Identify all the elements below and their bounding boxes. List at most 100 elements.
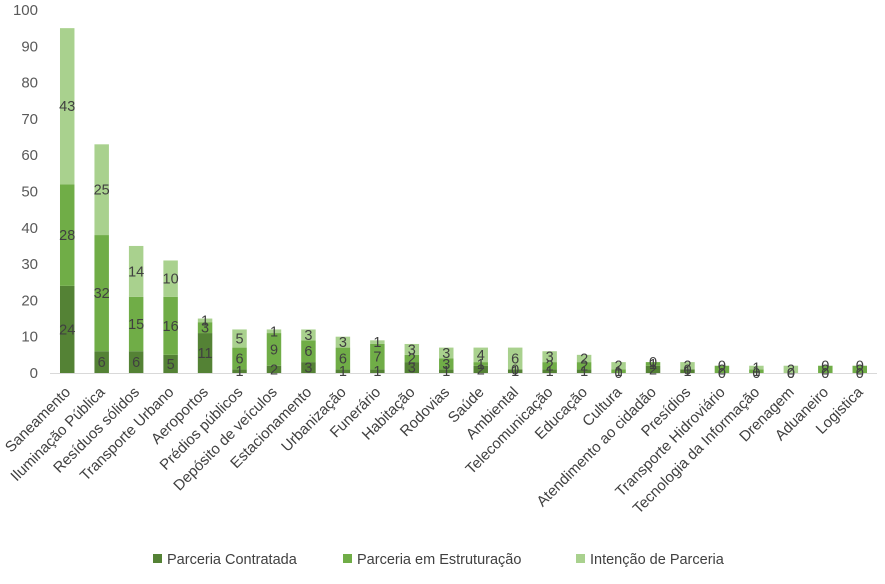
y-tick-label: 0 xyxy=(30,365,38,382)
bar-segment xyxy=(473,347,488,363)
bar-segment xyxy=(714,365,730,373)
y-tick-label: 90 xyxy=(21,38,38,55)
bar-segment xyxy=(59,184,75,286)
bar-segment xyxy=(645,362,661,366)
data-label: 3 xyxy=(339,335,347,351)
bar-segment xyxy=(301,329,316,341)
data-label: 1 xyxy=(580,364,588,380)
data-label: 25 xyxy=(94,183,110,199)
bar-segment xyxy=(680,362,695,370)
legend-label: Parceria em Estruturação xyxy=(357,552,521,568)
data-label: 7 xyxy=(373,350,381,366)
bar-segment xyxy=(611,369,626,373)
bar-segment xyxy=(473,365,488,373)
y-tick-label: 10 xyxy=(21,329,38,346)
data-label: 3 xyxy=(408,361,416,377)
data-label: 6 xyxy=(235,351,243,367)
bars xyxy=(59,28,868,373)
bar-segment xyxy=(404,343,420,355)
data-label: 1 xyxy=(442,364,450,380)
data-label: 28 xyxy=(59,228,75,244)
data-label: 3 xyxy=(442,346,450,362)
bar-segment xyxy=(370,340,385,344)
data-label: 6 xyxy=(132,355,140,371)
data-label: 0 xyxy=(856,359,864,375)
bar-segment xyxy=(163,354,178,373)
data-label: 1 xyxy=(752,361,760,377)
data-label: 2 xyxy=(580,351,588,367)
bar-segment xyxy=(94,235,109,352)
data-label: 2 xyxy=(408,351,416,367)
bar-segment xyxy=(94,351,109,373)
data-label: 4 xyxy=(477,348,485,364)
data-label: 10 xyxy=(163,272,179,288)
bar-segment xyxy=(542,362,557,370)
bar-segment xyxy=(128,351,144,373)
data-label: 5 xyxy=(167,357,175,373)
data-label: 2 xyxy=(856,362,864,378)
data-label: 2 xyxy=(615,359,623,375)
data-label: 3 xyxy=(546,350,554,366)
y-tick-label: 100 xyxy=(13,2,38,19)
data-label: 1 xyxy=(546,364,554,380)
bar-segment xyxy=(128,296,144,352)
bar-segment xyxy=(59,28,75,185)
bar-segment xyxy=(576,369,592,373)
data-labels: 2428436322561514516101131165291363163171… xyxy=(59,99,864,382)
data-label: 3 xyxy=(304,361,312,377)
legend-label: Parceria Contratada xyxy=(167,552,298,568)
bar-segment xyxy=(852,365,868,373)
bar-segment xyxy=(301,362,316,373)
bar-segment xyxy=(266,333,282,366)
data-label: 15 xyxy=(128,317,144,333)
y-tick-label: 70 xyxy=(21,111,38,128)
data-label: 43 xyxy=(59,99,75,115)
legend-label: Intenção de Parceria xyxy=(590,552,725,568)
data-label: 0 xyxy=(683,362,691,378)
data-label: 0 xyxy=(615,366,623,382)
y-tick-label: 20 xyxy=(21,292,38,309)
data-label: 1 xyxy=(201,313,209,329)
data-label: 0 xyxy=(821,359,829,375)
data-label: 0 xyxy=(649,355,657,371)
bar-segment xyxy=(404,354,420,363)
bar-segment xyxy=(197,318,213,323)
data-label: 0 xyxy=(856,366,864,382)
bar-segment xyxy=(232,329,247,348)
y-tick-label: 60 xyxy=(21,147,38,164)
y-tick-label: 80 xyxy=(21,75,38,92)
bar-segment xyxy=(611,362,626,370)
data-label: 14 xyxy=(128,264,144,280)
y-tick-label: 50 xyxy=(21,184,38,201)
bar-segment xyxy=(507,369,523,373)
data-label: 0 xyxy=(752,366,760,382)
data-label: 1 xyxy=(615,364,623,380)
data-label: 2 xyxy=(787,362,795,378)
data-label: 2 xyxy=(546,359,554,375)
data-label: 3 xyxy=(408,342,416,358)
bar-segment xyxy=(163,260,178,297)
bar-segment xyxy=(59,285,75,373)
data-label: 11 xyxy=(198,346,213,362)
bar-segment xyxy=(266,329,282,334)
bar-segment xyxy=(301,340,316,363)
legend-swatch xyxy=(343,554,352,563)
legend: Parceria Contratada Parceria em Estrutura… xyxy=(153,552,725,568)
data-label: 1 xyxy=(511,364,519,380)
bar-segment xyxy=(404,362,420,373)
y-tick-label: 40 xyxy=(21,220,38,237)
data-label: 6 xyxy=(339,351,347,367)
bar-segment xyxy=(576,362,592,370)
data-label: 3 xyxy=(201,321,209,337)
data-label: 0 xyxy=(718,359,726,375)
data-label: 2 xyxy=(718,362,726,378)
data-label: 1 xyxy=(649,357,657,373)
data-label: 0 xyxy=(787,366,795,382)
data-label: 6 xyxy=(98,355,106,371)
data-label: 3 xyxy=(442,357,450,373)
data-label: 5 xyxy=(235,332,243,348)
legend-swatch xyxy=(153,554,162,563)
data-label: 24 xyxy=(59,322,75,338)
bar-segment xyxy=(197,333,213,373)
